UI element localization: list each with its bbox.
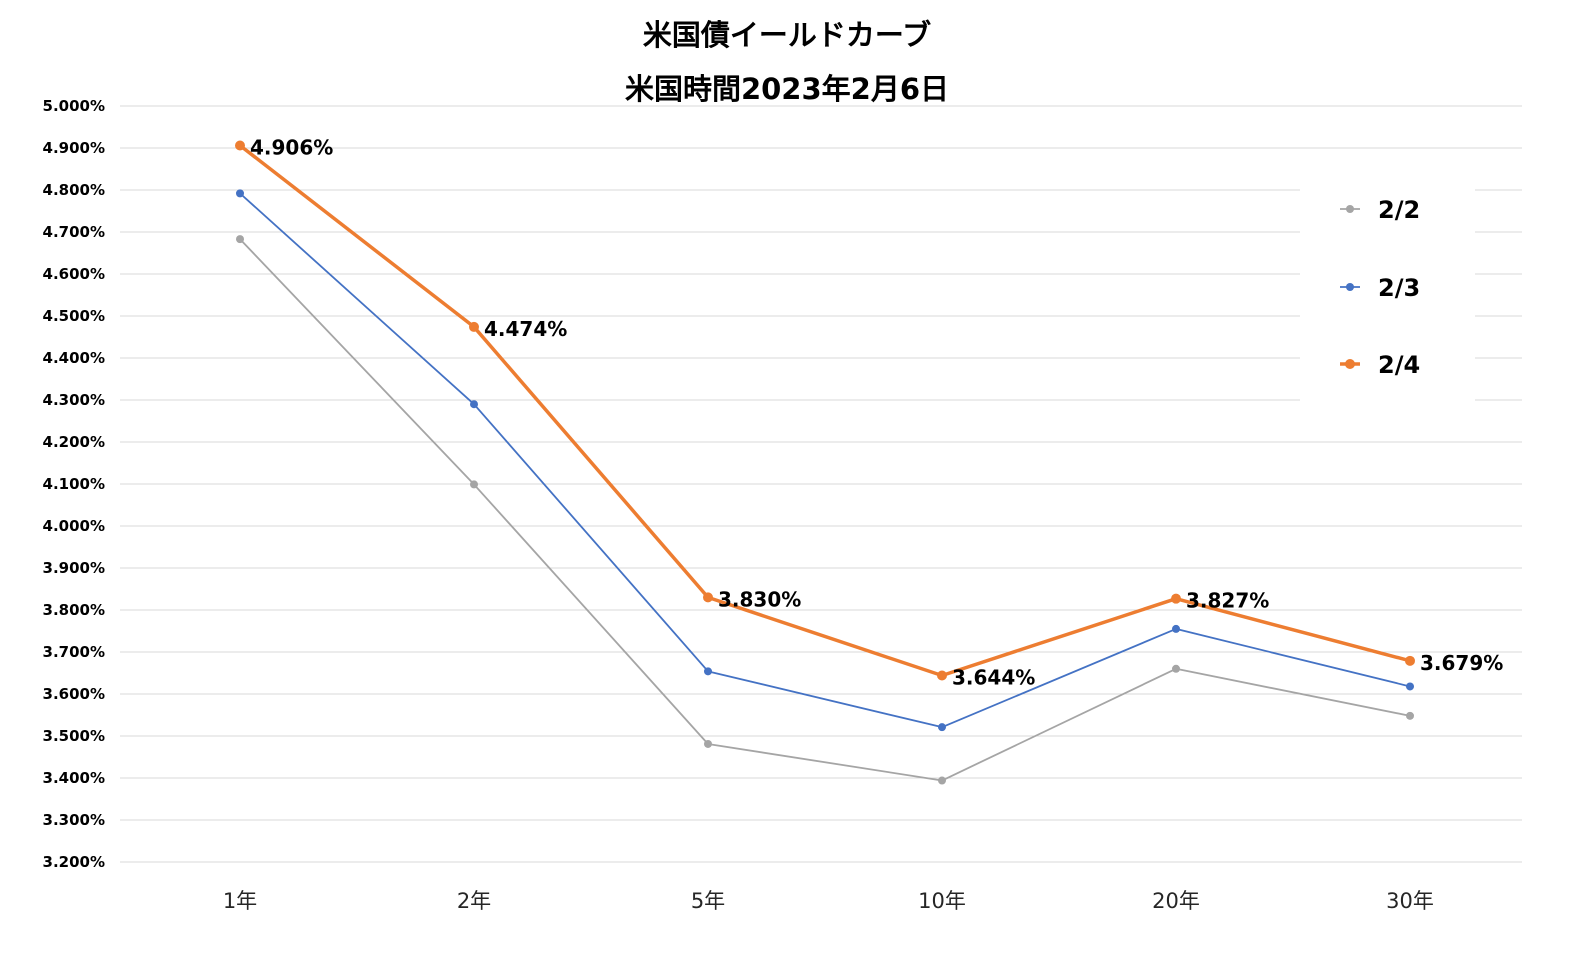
data-point — [703, 592, 713, 603]
y-tick-label: 3.400% — [43, 769, 105, 787]
series-line — [238, 143, 1412, 678]
legend-item: 2/2 — [1340, 196, 1420, 224]
data-point — [1171, 593, 1181, 604]
y-tick-label: 4.100% — [43, 475, 105, 493]
y-tick-label: 4.000% — [43, 517, 105, 535]
data-labels: 4.906% 4.474% 3.830% 3.644% 3.827% 3.679% — [250, 135, 1503, 689]
data-point — [1405, 655, 1415, 666]
chart-subtitle: 米国時間2023年2月6日 — [625, 72, 949, 106]
x-tick-label: 20年 — [1152, 889, 1200, 913]
data-point — [1406, 682, 1414, 691]
data-label: 4.906% — [250, 135, 333, 159]
data-point — [235, 140, 245, 151]
x-tick-label: 5年 — [691, 889, 725, 913]
legend-marker — [1345, 359, 1355, 369]
data-point — [236, 235, 244, 244]
legend-item: 2/4 — [1340, 351, 1420, 379]
data-point — [1406, 711, 1414, 720]
data-point — [1172, 664, 1180, 673]
data-point — [1172, 624, 1180, 633]
data-point — [470, 480, 478, 489]
series-line — [239, 238, 1411, 782]
legend: 2/2 2/3 2/4 — [1340, 196, 1420, 379]
y-tick-label: 4.700% — [43, 223, 105, 241]
y-tick-label: 4.400% — [43, 349, 105, 367]
data-label: 3.679% — [1420, 651, 1503, 675]
y-tick-label: 4.600% — [43, 265, 105, 283]
data-point — [469, 321, 479, 332]
y-tick-label: 4.800% — [43, 181, 105, 199]
series-line — [239, 192, 1411, 729]
legend-background — [1300, 170, 1475, 405]
y-tick-label: 3.900% — [43, 559, 105, 577]
series-2-4 — [235, 140, 1415, 681]
y-tick-label: 4.900% — [43, 139, 105, 157]
y-tick-label: 3.500% — [43, 727, 105, 745]
data-label: 4.474% — [484, 317, 567, 341]
legend-marker — [1346, 283, 1354, 291]
y-tick-label: 3.200% — [43, 853, 105, 871]
gridlines — [120, 105, 1522, 863]
chart-title: 米国債イールドカーブ — [643, 18, 931, 52]
data-label: 3.830% — [718, 587, 801, 611]
y-tick-label: 4.500% — [43, 307, 105, 325]
y-tick-label: 3.300% — [43, 811, 105, 829]
legend-marker — [1346, 205, 1354, 213]
data-label: 3.644% — [952, 666, 1035, 690]
data-point — [704, 739, 712, 748]
legend-label: 2/3 — [1378, 274, 1420, 302]
x-axis-tick-labels: 1年 2年 5年 10年 20年 30年 — [223, 889, 1434, 913]
legend-label: 2/2 — [1378, 196, 1420, 224]
x-tick-label: 1年 — [223, 889, 257, 913]
data-point — [704, 667, 712, 676]
x-tick-label: 30年 — [1386, 889, 1434, 913]
series-2-2 — [236, 235, 1414, 785]
data-label: 3.827% — [1186, 589, 1269, 613]
y-tick-label: 4.200% — [43, 433, 105, 451]
data-point — [937, 670, 947, 681]
data-point — [236, 189, 244, 198]
series-2-3 — [236, 189, 1414, 732]
y-axis-tick-labels: 3.200% 3.300% 3.400% 3.500% 3.600% 3.700% 3.80… — [43, 97, 105, 871]
y-tick-label: 3.700% — [43, 643, 105, 661]
y-tick-label: 3.800% — [43, 601, 105, 619]
data-point — [938, 776, 946, 785]
legend-label: 2/4 — [1378, 351, 1420, 379]
y-tick-label: 4.300% — [43, 391, 105, 409]
data-point — [938, 723, 946, 732]
data-point — [470, 400, 478, 409]
y-tick-label: 3.600% — [43, 685, 105, 703]
series-lines — [235, 140, 1415, 785]
x-tick-label: 10年 — [918, 889, 966, 913]
x-tick-label: 2年 — [457, 889, 491, 913]
legend-item: 2/3 — [1340, 274, 1420, 302]
y-tick-label: 5.000% — [43, 97, 105, 115]
